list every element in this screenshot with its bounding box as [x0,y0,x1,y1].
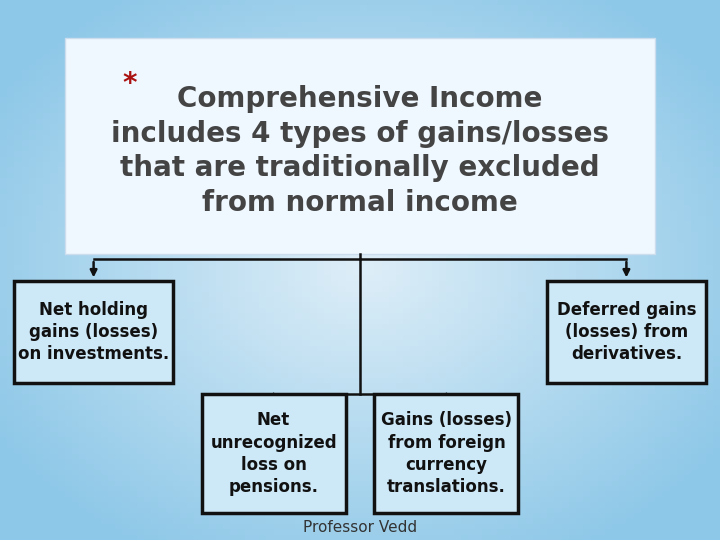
Text: Gains (losses)
from foreign
currency
translations.: Gains (losses) from foreign currency tra… [381,411,512,496]
Text: Deferred gains
(losses) from
derivatives.: Deferred gains (losses) from derivatives… [557,301,696,363]
Text: Net
unrecognized
loss on
pensions.: Net unrecognized loss on pensions. [210,411,337,496]
FancyBboxPatch shape [547,281,706,383]
Text: Comprehensive Income
includes 4 types of gains/losses
that are traditionally exc: Comprehensive Income includes 4 types of… [111,85,609,217]
FancyBboxPatch shape [14,281,173,383]
FancyBboxPatch shape [202,394,346,513]
FancyBboxPatch shape [65,38,655,254]
FancyBboxPatch shape [374,394,518,513]
Text: Net holding
gains (losses)
on investments.: Net holding gains (losses) on investment… [18,301,169,363]
Text: Professor Vedd: Professor Vedd [303,519,417,535]
Text: *: * [122,70,137,98]
